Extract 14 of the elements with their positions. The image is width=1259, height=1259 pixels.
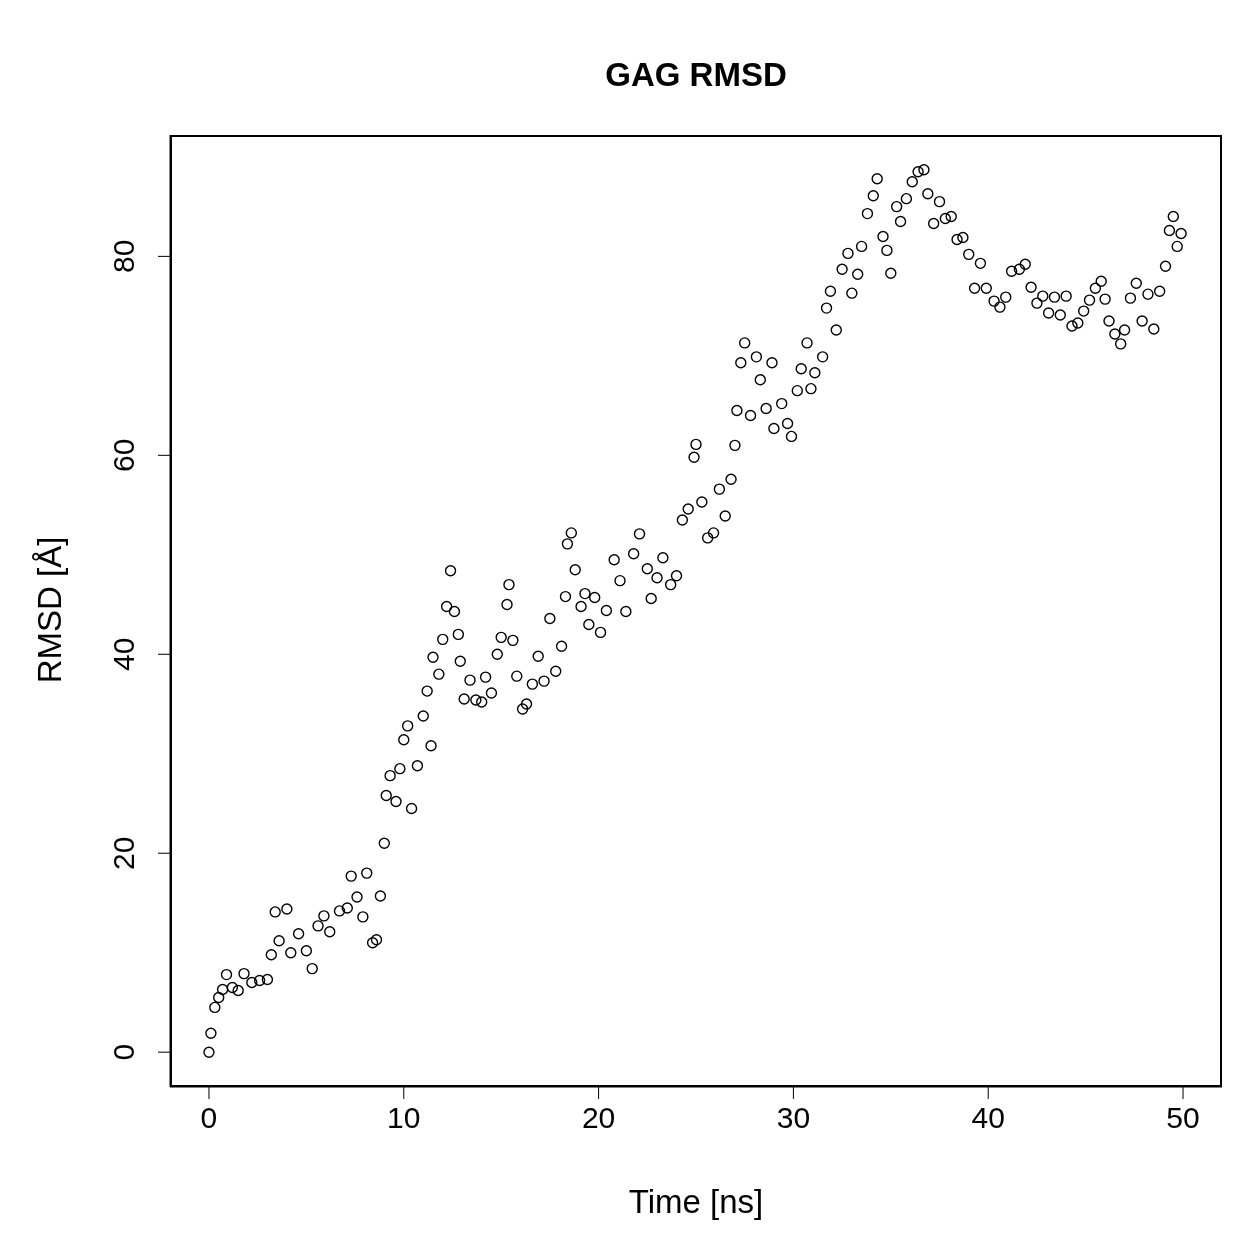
x-tick-label: 20 xyxy=(581,1101,616,1135)
x-tick-label: 50 xyxy=(1166,1101,1200,1135)
x-tick-label: 0 xyxy=(200,1101,218,1135)
y-tick-label: 20 xyxy=(107,836,140,870)
x-tick-label: 40 xyxy=(971,1101,1005,1135)
y-tick-label: 80 xyxy=(107,239,140,274)
y-tick-label: 40 xyxy=(107,637,140,671)
y-tick-label: 60 xyxy=(107,438,140,473)
x-tick-label: 10 xyxy=(387,1101,421,1135)
y-axis-title: RMSD [Å] xyxy=(31,535,69,686)
x-tick-label: 30 xyxy=(776,1101,811,1135)
x-axis-title: Time [ns] xyxy=(627,1183,765,1221)
y-tick-label: 0 xyxy=(107,1043,140,1061)
chart-title: GAG RMSD xyxy=(604,56,788,94)
